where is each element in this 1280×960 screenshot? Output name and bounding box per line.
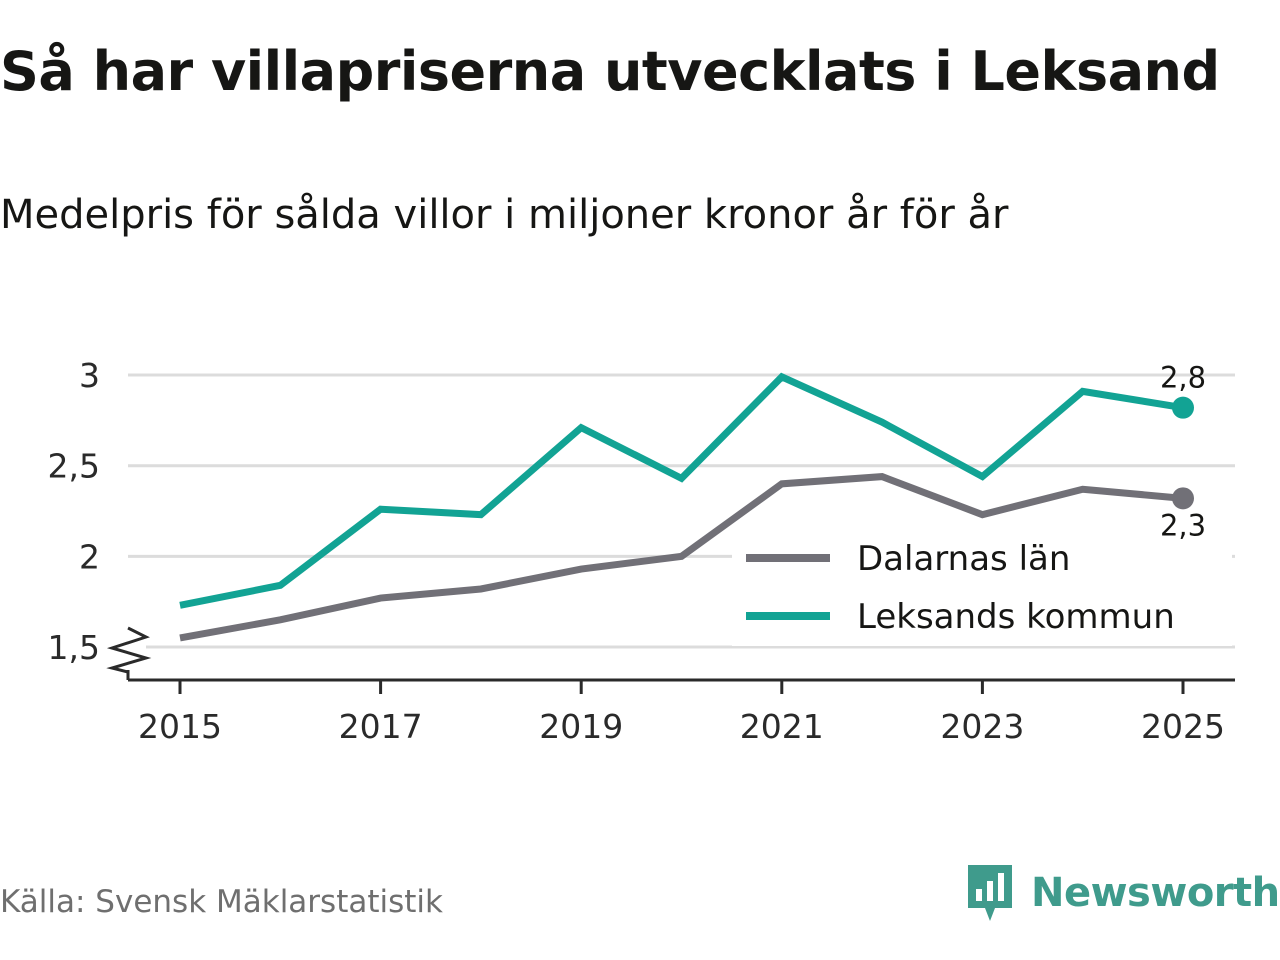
legend-label: Dalarnas län [857, 539, 1070, 579]
series-line-dalarnas-lan [179, 473, 1184, 642]
end-point-marker [1172, 487, 1194, 510]
end-value-label: 2,3 [1160, 508, 1206, 542]
legend: Dalarnas län Leksands kommun [732, 528, 1232, 646]
x-tick-label: 2025 [1141, 707, 1225, 746]
y-tick-label: 2,5 [48, 447, 100, 486]
x-tick-label: 2023 [940, 707, 1024, 746]
x-tick-label: 2019 [539, 707, 623, 746]
chart-subtitle: Medelpris för sålda villor i miljoner kr… [0, 192, 1009, 238]
legend-label: Leksands kommun [857, 597, 1175, 637]
newsworthy-logo[interactable]: Newsworthy [965, 862, 1280, 924]
axis-break-icon [106, 626, 152, 674]
axes: 1,5 2 2,5 3 2015 2017 2019 2021 2023 2025 [48, 356, 1235, 746]
brand-name: Newsworthy [1031, 870, 1280, 916]
series-lines [179, 372, 1184, 642]
x-tick-label: 2021 [740, 707, 824, 746]
bar-chart-icon [968, 865, 1012, 921]
source-note: Källa: Svensk Mäklarstatistik [0, 884, 443, 920]
end-value-label: 2,8 [1160, 361, 1206, 395]
y-tick-label: 2 [79, 537, 100, 576]
end-point-marker [1172, 396, 1194, 419]
x-tick-label: 2015 [138, 707, 222, 746]
y-tick-label: 3 [79, 356, 100, 395]
x-tick-label: 2017 [339, 707, 423, 746]
chart-title: Så har villapriserna utvecklats i Leksan… [0, 40, 1220, 103]
legend-background [732, 528, 1232, 646]
series-line-leksands-kommun [179, 372, 1184, 609]
y-tick-label: 1,5 [48, 628, 100, 667]
